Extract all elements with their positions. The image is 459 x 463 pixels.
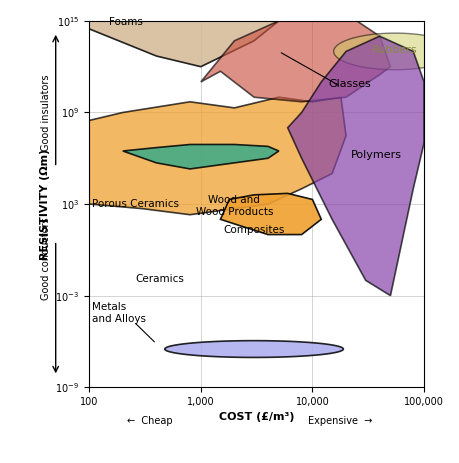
- Text: Porous Ceramics: Porous Ceramics: [91, 200, 179, 209]
- Polygon shape: [201, 21, 391, 102]
- Text: Composites: Composites: [224, 225, 285, 235]
- X-axis label: COST (£/m³): COST (£/m³): [219, 413, 294, 422]
- Polygon shape: [123, 144, 279, 169]
- Text: Rubbers: Rubbers: [372, 45, 418, 55]
- Text: Foams: Foams: [109, 18, 143, 27]
- Polygon shape: [288, 36, 424, 295]
- Text: Metals
and Alloys: Metals and Alloys: [91, 302, 146, 324]
- Polygon shape: [220, 194, 321, 235]
- Y-axis label: RESISTIVITY (Ωm): RESISTIVITY (Ωm): [40, 149, 50, 260]
- Text: Polymers: Polymers: [351, 150, 402, 160]
- Text: Wood and
Wood Products: Wood and Wood Products: [196, 195, 273, 217]
- Text: Good conductors: Good conductors: [41, 218, 50, 300]
- Polygon shape: [334, 33, 456, 70]
- Text: Good insulators: Good insulators: [41, 74, 50, 151]
- Text: Glasses: Glasses: [329, 79, 371, 88]
- Polygon shape: [89, 97, 346, 215]
- Text: Ceramics: Ceramics: [135, 274, 185, 284]
- Text: ←  Cheap: ← Cheap: [127, 416, 172, 426]
- Text: Expensive  →: Expensive →: [308, 416, 373, 426]
- Polygon shape: [89, 21, 279, 67]
- Polygon shape: [165, 341, 343, 357]
